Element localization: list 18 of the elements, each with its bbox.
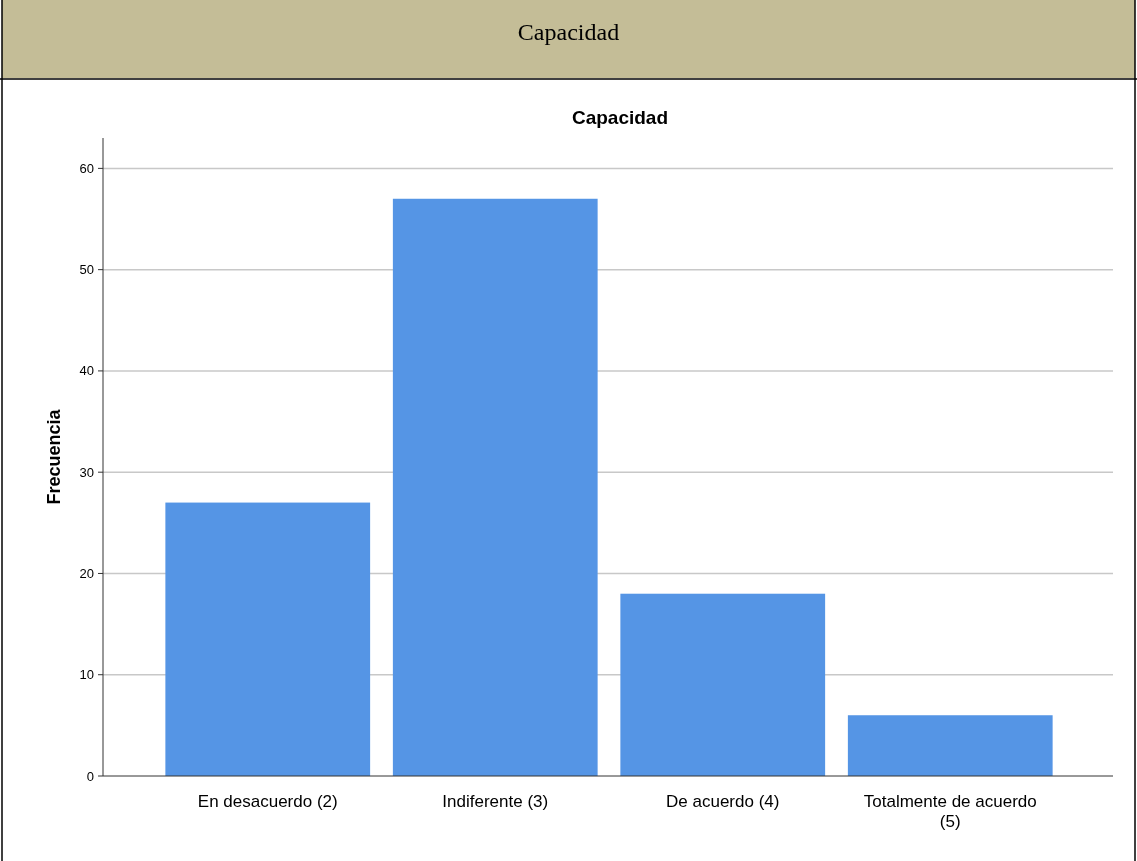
x-tick-label: Indiferente (3) (442, 792, 549, 811)
bar (620, 593, 826, 776)
y-tick-label: 40 (79, 363, 94, 379)
y-tick-label: 20 (79, 566, 94, 582)
text: Capacidad (517, 19, 620, 45)
y-tick-label: 10 (79, 667, 94, 683)
chart-title: Capacidad (571, 107, 669, 128)
x-tick-label: Totalmente de acuerdo (5) (863, 792, 1037, 831)
x-tick-label: En desacuerdo (2) (197, 792, 338, 811)
y-tick-label: 60 (79, 160, 94, 176)
y-tick-label: 0 (86, 768, 94, 784)
bar (392, 198, 598, 776)
bar (847, 715, 1053, 776)
y-axis-title: Frecuencia (44, 408, 64, 505)
y-tick-label: 30 (79, 464, 94, 480)
bar (165, 502, 371, 776)
y-tick-label: 50 (79, 262, 94, 278)
x-tick-label: De acuerdo (4) (666, 792, 780, 811)
